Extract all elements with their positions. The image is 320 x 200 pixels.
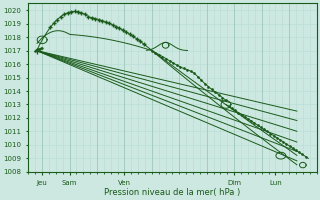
X-axis label: Pression niveau de la mer( hPa ): Pression niveau de la mer( hPa ) bbox=[104, 188, 241, 197]
